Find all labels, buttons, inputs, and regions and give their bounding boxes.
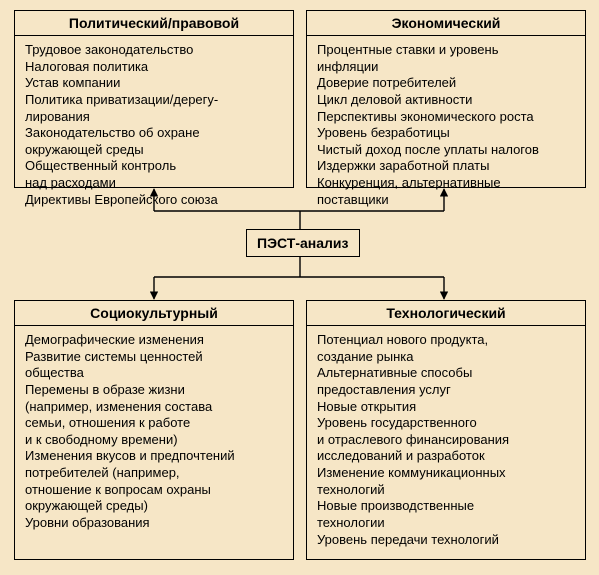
- box-body-sociocultural: Демографические изменения Развитие систе…: [15, 326, 293, 540]
- box-political-legal: Политический/правовой Трудовое законодат…: [14, 10, 294, 188]
- center-pest-label: ПЭСТ-анализ: [246, 229, 360, 257]
- pest-diagram: Политический/правовой Трудовое законодат…: [0, 0, 599, 575]
- box-body-political: Трудовое законодательство Налоговая поли…: [15, 36, 293, 216]
- box-body-technological: Потенциал нового продукта, создание рынк…: [307, 326, 585, 556]
- box-title-economic: Экономический: [307, 11, 585, 36]
- box-body-economic: Процентные ставки и уровень инфляции Дов…: [307, 36, 585, 216]
- box-technological: Технологический Потенциал нового продукт…: [306, 300, 586, 560]
- box-title-political: Политический/правовой: [15, 11, 293, 36]
- box-sociocultural: Социокультурный Демографические изменени…: [14, 300, 294, 560]
- box-title-sociocultural: Социокультурный: [15, 301, 293, 326]
- box-economic: Экономический Процентные ставки и уровен…: [306, 10, 586, 188]
- center-label-text: ПЭСТ-анализ: [257, 235, 349, 251]
- box-title-technological: Технологический: [307, 301, 585, 326]
